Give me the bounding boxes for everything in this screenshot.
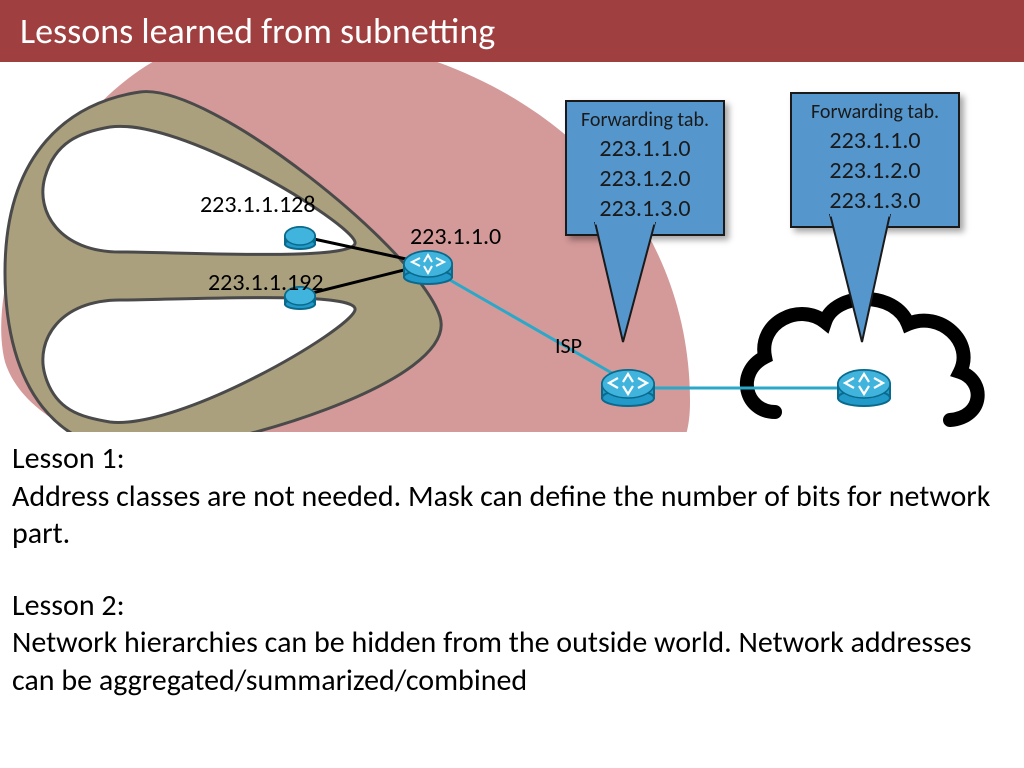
forwarding-callout-cloud: Forwarding tab. 223.1.1.0 223.1.2.0 223.… (790, 92, 960, 228)
lesson1-body: Address classes are not needed. Mask can… (12, 478, 1014, 553)
lessons-text: Lesson 1: Address classes are not needed… (12, 440, 1014, 699)
router-isp (602, 370, 654, 406)
router-main (404, 251, 452, 284)
callout2-title: Forwarding tab. (802, 100, 948, 124)
router-cloud (838, 370, 890, 406)
ip-label-main: 223.1.1.0 (410, 222, 501, 251)
ip-label-128: 223.1.1.128 (200, 190, 316, 219)
callout1-title: Forwarding tab. (577, 108, 713, 132)
ip-label-192: 223.1.1.192 (208, 268, 324, 297)
callout2-entry-0: 223.1.1.0 (802, 126, 948, 156)
callout1-entry-1: 223.1.2.0 (577, 164, 713, 194)
lesson2-heading: Lesson 2: (12, 587, 1014, 625)
callout1-entry-0: 223.1.1.0 (577, 134, 713, 164)
title-bar: Lessons learned from subnetting (0, 0, 1024, 62)
router-small-1 (285, 227, 315, 249)
callout2-entry-2: 223.1.3.0 (802, 186, 948, 216)
lesson1-heading: Lesson 1: (12, 440, 1014, 478)
lesson2-body: Network hierarchies can be hidden from t… (12, 624, 1014, 699)
page-title: Lessons learned from subnetting (20, 9, 495, 53)
callout2-entry-1: 223.1.2.0 (802, 156, 948, 186)
callout1-entry-2: 223.1.3.0 (577, 194, 713, 224)
forwarding-callout-isp: Forwarding tab. 223.1.1.0 223.1.2.0 223.… (565, 100, 725, 236)
